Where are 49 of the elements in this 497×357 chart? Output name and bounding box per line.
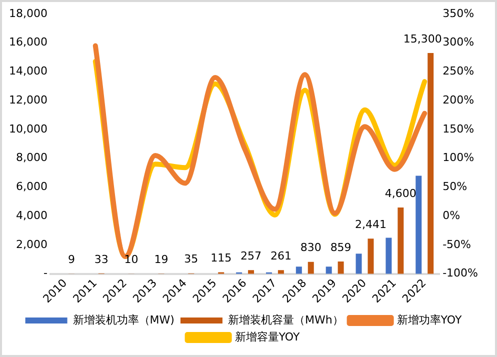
y-tick-label: 18,000 <box>8 6 48 20</box>
data-label: 859 <box>330 240 352 254</box>
data-label: 10 <box>124 253 138 266</box>
data-label: 257 <box>240 250 262 263</box>
legend-label: 新增装机容量（MWh） <box>228 313 344 326</box>
y2-tick-label: 150% <box>442 122 474 136</box>
y-tick-label: - <box>44 266 48 280</box>
legend-label: 新增功率YOY <box>396 313 462 326</box>
bar <box>338 261 344 274</box>
bar <box>356 254 362 274</box>
y2-tick-label: 50% <box>442 180 468 194</box>
y2-tick-label: 250% <box>442 64 474 78</box>
data-label: 9 <box>68 253 75 266</box>
bar <box>428 52 434 274</box>
bar <box>296 266 302 274</box>
bar <box>368 238 374 274</box>
data-label: 115 <box>210 252 232 265</box>
bar <box>386 238 392 274</box>
y-tick-label: 10,000 <box>8 122 48 136</box>
bar <box>416 176 422 274</box>
legend-label: 新增容量YOY <box>234 330 300 344</box>
y2-tick-label: 200% <box>442 93 474 106</box>
bar <box>278 270 284 274</box>
data-label: 19 <box>154 252 168 266</box>
y2-tick-label: 350% <box>442 6 474 20</box>
y2-tick-label: -100% <box>442 266 478 280</box>
y-tick-label: 4,000 <box>16 208 48 222</box>
y2-tick-label: 0% <box>442 208 460 222</box>
data-label: 33 <box>94 252 108 266</box>
y-tick-label: 2,000 <box>16 238 48 251</box>
y-tick-label: 12,000 <box>8 93 48 106</box>
data-label: 261 <box>270 249 292 262</box>
bar <box>308 262 314 274</box>
data-label: 4,600 <box>384 186 416 200</box>
y2-tick-label: 100% <box>442 151 474 164</box>
y-tick-label: 8,000 <box>16 151 48 164</box>
y2-tick-label: -50% <box>442 238 472 251</box>
data-label: 15,300 <box>403 32 442 46</box>
data-label: 830 <box>300 241 322 254</box>
y-tick-label: 6,000 <box>16 180 48 194</box>
data-label: 35 <box>184 252 198 266</box>
legend-label: 新增装机功率（MW) <box>72 313 174 326</box>
y-tick-label: 16,000 <box>8 36 48 49</box>
bar <box>248 270 254 274</box>
y-tick-label: 14,000 <box>8 64 48 78</box>
y2-tick-label: 300% <box>442 36 474 49</box>
data-label: 2,441 <box>354 218 386 231</box>
bar <box>398 207 404 274</box>
bar <box>326 266 332 274</box>
